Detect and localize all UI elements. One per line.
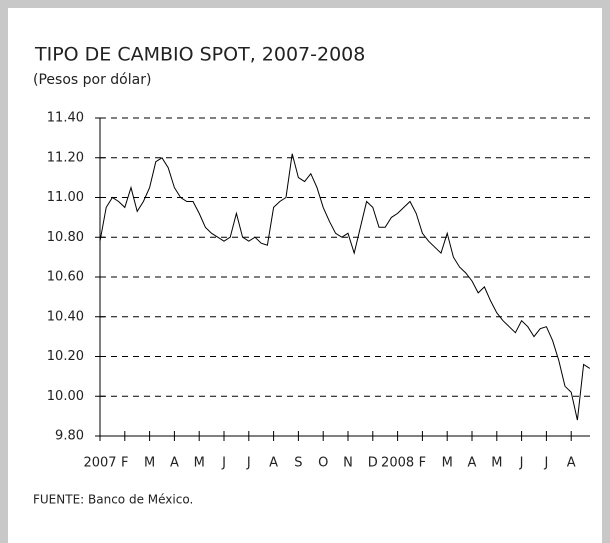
x-tick-label: F: [419, 456, 426, 471]
y-tick-label: 9.80: [55, 429, 84, 444]
y-tick-label: 10.80: [47, 230, 84, 245]
y-tick-label: 10.20: [47, 349, 84, 364]
x-tick-label: F: [121, 456, 128, 471]
x-tick-label: D: [368, 456, 378, 471]
x-tick-label: A: [170, 456, 179, 471]
chart-title: TIPO DE CAMBIO SPOT, 2007-2008: [34, 44, 365, 66]
x-tick-label: J: [221, 456, 226, 471]
y-tick-label: 11.20: [47, 150, 84, 165]
y-tick-label: 10.40: [47, 309, 84, 324]
x-tick-label: M: [442, 456, 453, 471]
y-tick-label: 11.40: [47, 111, 84, 126]
x-tick-label: M: [194, 456, 205, 471]
x-tick-label: A: [269, 456, 278, 471]
x-tick-label: 2008: [381, 456, 414, 471]
x-tick-label: N: [343, 456, 353, 471]
x-tick-label: A: [468, 456, 477, 471]
line: [99, 153, 591, 421]
x-tick-label: S: [294, 456, 302, 471]
x-tick-label: J: [519, 456, 524, 471]
y-tick-label: 11.00: [47, 190, 84, 205]
x-tick-label: M: [144, 456, 155, 471]
x-tick-label: J: [543, 456, 548, 471]
chart-subtitle: (Pesos por dólar): [33, 72, 151, 88]
x-tick-label: M: [491, 456, 502, 471]
y-tick-label: 10.00: [47, 389, 84, 404]
x-tick-label: A: [567, 456, 576, 471]
source: FUENTE: Banco de México.: [33, 493, 193, 507]
x-tick-label: O: [318, 456, 328, 471]
x-tick-label: 2007: [83, 456, 116, 471]
x-tick-label: J: [246, 456, 251, 471]
y-tick-label: 10.60: [47, 270, 84, 285]
